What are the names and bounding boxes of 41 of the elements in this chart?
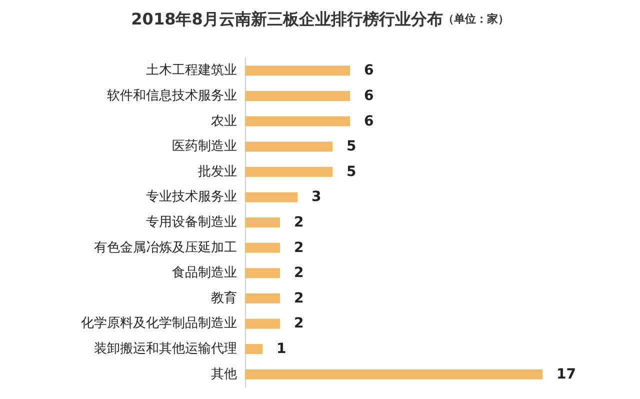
data-label: 2 — [294, 240, 304, 256]
bar — [245, 218, 280, 228]
bar — [245, 242, 280, 253]
data-label: 17 — [556, 366, 576, 382]
data-label: 6 — [364, 113, 374, 130]
bar — [245, 90, 350, 101]
y-tick-label: 土木工程建筑业 — [146, 63, 237, 78]
bar — [245, 268, 280, 278]
data-label: 6 — [364, 88, 374, 104]
bar — [245, 116, 350, 126]
y-tick-label: 其他 — [211, 366, 237, 382]
bar — [245, 66, 350, 76]
data-label: 2 — [294, 290, 304, 306]
bar — [245, 344, 262, 354]
y-tick-label: 医药制造业 — [172, 139, 237, 154]
data-label: 6 — [364, 62, 374, 79]
data-label: 5 — [346, 138, 356, 155]
y-tick-label: 批发业 — [198, 164, 237, 180]
data-label: 1 — [276, 341, 286, 358]
y-tick-label: 食品制造业 — [172, 266, 237, 281]
chart-title: 2018年8月云南新三板企业排行榜行业分布 — [131, 10, 443, 28]
bar — [245, 318, 280, 329]
bar — [245, 369, 542, 380]
y-tick-label: 专用设备制造业 — [146, 215, 237, 230]
data-label: 5 — [346, 164, 356, 180]
y-tick-label: 有色金属冶炼及压延加工 — [94, 240, 237, 256]
data-label: 3 — [312, 189, 322, 206]
chart-subtitle: （单位：家） — [442, 12, 509, 26]
data-label: 2 — [294, 214, 304, 230]
y-tick-label: 农业 — [211, 114, 237, 129]
bar — [245, 192, 298, 202]
bar — [245, 293, 280, 304]
y-tick-label: 专业技术服务业 — [146, 190, 237, 205]
y-tick-label: 装卸搬运和其他运输代理 — [94, 342, 237, 357]
bar — [245, 142, 332, 152]
data-label: 2 — [294, 265, 304, 282]
y-tick-label: 化学原料及化学制品制造业 — [81, 316, 237, 332]
data-label: 2 — [294, 316, 304, 332]
y-tick-label: 教育 — [211, 290, 237, 306]
y-tick-label: 软件和信息技术服务业 — [107, 88, 237, 104]
bar — [245, 166, 332, 177]
